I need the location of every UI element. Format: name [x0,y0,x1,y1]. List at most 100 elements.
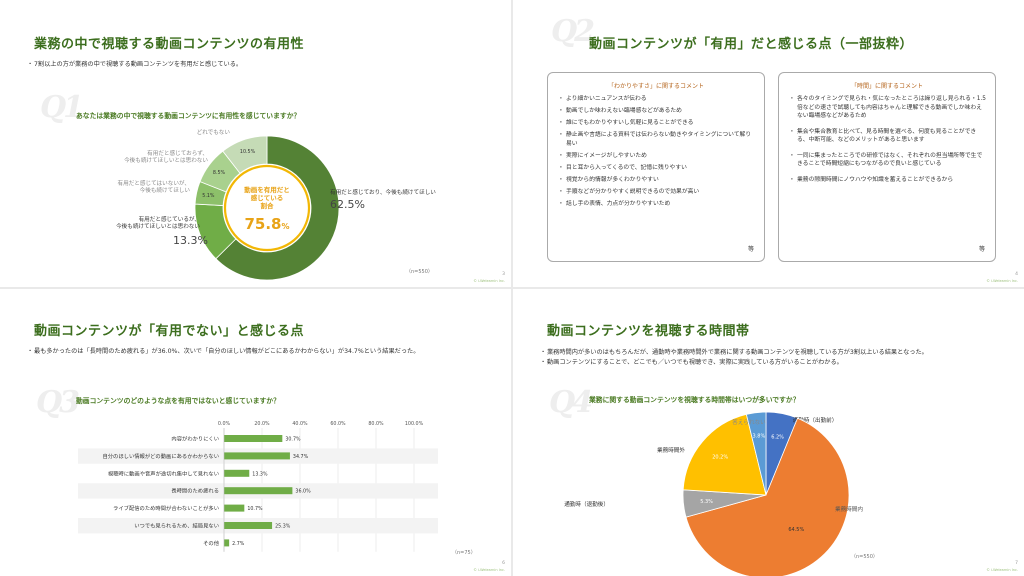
copyright: © i-Welearnin Inc. [473,568,505,572]
category-label: 自分のほしい情報がどの動画にあるかわからない [102,452,219,460]
comment-item: 各々のタイミングで見られ・気になったところは繰り返し見られる・1.5倍などの速さ… [789,95,987,121]
pie-slice [685,417,850,576]
sample-size-note: （n=550） [406,269,433,275]
summary-bullet-1: 業務時間内が多いのはもちろんだが、通勤時や業務時間外で業務に関する動画コンテンツ… [540,348,1017,357]
comment-list: 各々のタイミングで見られ・気になったところは繰り返し見られる・1.5倍などの速さ… [789,95,987,191]
comment-item: 業務の隙間時間にノウハウや知識を蓄えることができるから [789,176,987,185]
copyright: © i-Welearnin Inc. [986,279,1018,283]
label-notuseful-stop-line1: 有用だと感じておらず、 [147,151,208,157]
etc-mark: 等 [747,246,754,253]
category-label: ライブ配信のため時間が合わないことが多い [113,504,219,512]
slide-title: 動画コンテンツが「有用でない」と感じる点 [34,324,305,339]
slide-viewing-time: 動画コンテンツを視聴する時間帯 業務時間内が多いのはもちろんだが、通勤時や業務時… [513,289,1024,576]
slide-not-useful-points: 動画コンテンツが「有用でない」と感じる点 最も多かったのは「長時間のため疲れる」… [0,289,511,576]
category-label: 視聴時に動画や音声が途切れ集中して見れない [108,469,219,477]
slice-category-label: 通勤時（退勤後） [564,500,609,508]
donut-slice [222,135,268,174]
label-notuseful-continue: 有用だと感じてはいないが、 今後も続けてほしい [70,181,191,195]
question-number: Q1 [40,90,84,125]
pie-slice [682,413,767,496]
label-useful-continue: 有用だと感じており、今後も続けてほしい [330,190,436,196]
x-tick-label: 80.0% [368,421,384,427]
center-value-wrap: 75.8% [226,214,308,233]
label-notuseful-continue-line2: 今後も続けてほしい [139,188,190,194]
bar [224,435,283,442]
donut-chart-usefulness: 5.1% 8.5% 10.5% [194,135,340,281]
slice-category-label: 答えられない [732,418,766,426]
comment-item: 目と耳から入ってくるので、記憶に残りやすい [558,164,756,173]
pie-slice [745,411,767,496]
bar [224,522,273,529]
etc-mark: 等 [978,246,985,253]
page-number: 3 [502,272,505,277]
slide-title: 動画コンテンツが「有用」だと感じる点（一部抜粋） [589,37,914,52]
center-label-line1: 動画を有用だと [244,186,290,194]
label-useful-stop: 有用だと感じているが、 今後も続けてほしいとは思わない [70,217,200,231]
x-tick-label: 40.0% [292,421,308,427]
slice-category-label: 業務時間外 [657,446,685,454]
page-number: 4 [1015,272,1018,277]
label-notuseful-stop: 有用だと感じておらず、 今後も続けてほしいとは思わない [80,151,208,165]
comment-item: 視覚から的情報が多くわかりやすい [558,176,756,185]
summary-bullet: 最も多かったのは「長時間のため疲れる」が36.0%、次いで「自分のほしい情報がど… [27,347,434,356]
donut-center-label: 動画を有用だと 感じている 割合 75.8% [226,186,308,233]
comment-item: 誰にでもわかりやすいし気軽に見ることができる [558,119,756,128]
bar-value-label: 13.3% [252,471,268,477]
bar-value-label: 10.7% [247,506,263,512]
question-text: あなたは業務の中で視聴する動画コンテンツに有用性を感じていますか？ [76,112,301,120]
comment-item: 手順などが分かりやすく説明できるので効果が高い [558,188,756,197]
comment-item: 動画でしか味わえない臨場感などがあるため [558,107,756,116]
slice-value-label: 3.8% [753,434,766,440]
slice-value-label: 8.5% [213,170,226,176]
summary-bullet-2: 動画コンテンツにすることで、どこでも／いつでも視聴でき、実際に実践している方がい… [540,358,1017,367]
comment-item: 集会や集合教育と比べて、見る時間を選べる、何度も見ることができる、中断可能、など… [789,128,987,145]
value-useful-stop: 13.3% [173,234,208,247]
question-number: Q4 [549,385,593,420]
comment-box-clarity: 「わかりやすさ」に関するコメント より細かいニュアンスが伝わる動画でしか味わえな… [547,72,765,262]
slide-title: 業務の中で視聴する動画コンテンツの有用性 [34,37,305,52]
summary-bullet: 7割以上の方が業務の中で視聴する動画コンテンツを有用だと感じている。 [27,60,242,69]
x-tick-label: 20.0% [254,421,270,427]
sample-size-note: （n=75） [452,550,476,556]
bar-value-label: 34.7% [293,454,309,460]
center-label-line2: 感じている [250,194,284,202]
x-tick-label: 0.0% [218,421,231,427]
comment-item: 実際にイメージがしやすいため [558,152,756,161]
category-label: 内容がわかりにくい [171,435,219,443]
slice-value-label: 64.5% [788,527,804,533]
slice-value-label: 6.2% [771,434,784,440]
slice-category-label: 通勤時（出勤前） [793,416,838,424]
page-number: 6 [502,561,505,566]
label-notuseful-stop-line2: 今後も続けてほしいとは思わない [124,158,208,164]
category-label: 長時間のため疲れる [171,487,219,495]
bar [224,452,290,460]
slice-value-label: 5.1% [202,193,215,199]
center-value: 75.8 [244,215,282,233]
value-useful-continue: 62.5% [330,198,365,211]
x-tick-label: 60.0% [330,421,346,427]
bar-chart-not-useful: 0.0% 20.0% 40.0% 60.0% 80.0% 100.0% 内容がわかりにくい 3… [78,421,438,552]
sample-size-note: （n=550） [851,554,878,560]
category-label: その他 [203,539,220,547]
label-none: どれでもない [196,130,230,136]
label-useful-stop-line1: 有用だと感じているが、 [138,217,200,223]
question-number: Q2 [551,14,595,49]
comment-item: 話し手の表情、力点が分かりやすいため [558,200,756,209]
slice-category-label: 業務時間内 [835,505,863,513]
question-text: 動画コンテンツのどのような点を有用ではないと感じていますか？ [76,397,280,405]
bar-value-label: 30.7% [285,437,301,443]
slide-usefulness: 業務の中で視聴する動画コンテンツの有用性 7割以上の方が業務の中で視聴する動画コ… [0,0,511,287]
pie-chart-viewing-time: 6.2% 通勤時（出勤前） 64.5% 業務時間内 5.3% 通勤時（退勤後） 20.2% 業… [564,411,863,576]
center-ring [223,164,311,252]
bar [224,487,293,495]
page-number: 7 [1015,561,1018,566]
question-text: 業務に関する動画コンテンツを視聴する時間帯はいつが多いですか？ [589,396,800,404]
bar-value-label: 36.0% [295,489,311,495]
slide-title: 動画コンテンツを視聴する時間帯 [547,324,750,339]
comment-box-title: 「時間」に関するコメント [850,83,923,90]
comment-item: より細かいニュアンスが伝わる [558,95,756,104]
bar [224,504,245,512]
center-unit: % [281,222,290,231]
bar [224,469,250,477]
label-useful-stop-line2: 今後も続けてほしいとは思わない [116,224,200,230]
